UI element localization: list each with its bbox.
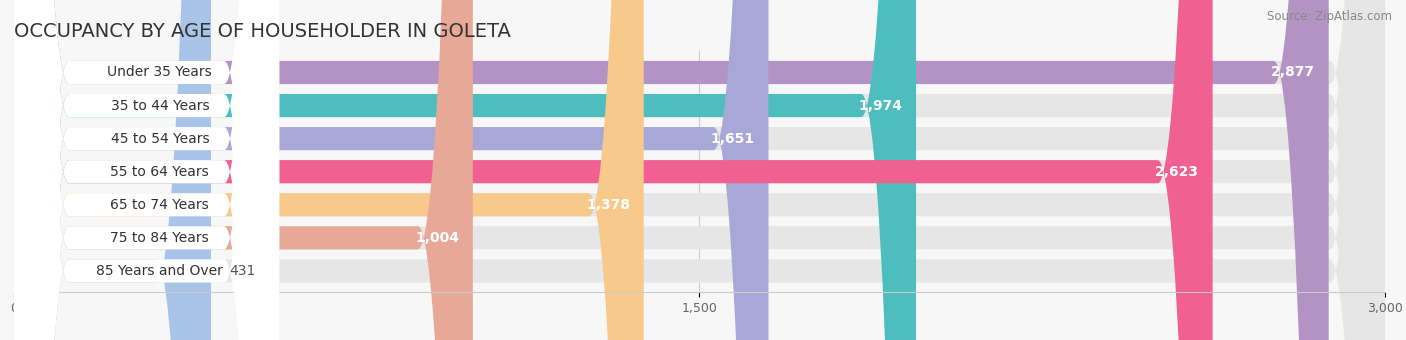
FancyBboxPatch shape: [14, 0, 278, 340]
FancyBboxPatch shape: [14, 0, 1212, 340]
FancyBboxPatch shape: [14, 0, 278, 340]
Text: 65 to 74 Years: 65 to 74 Years: [111, 198, 209, 212]
FancyBboxPatch shape: [14, 0, 1385, 340]
FancyBboxPatch shape: [14, 0, 278, 340]
FancyBboxPatch shape: [14, 0, 1385, 340]
FancyBboxPatch shape: [14, 0, 1385, 340]
Text: 2,877: 2,877: [1271, 66, 1315, 80]
Text: OCCUPANCY BY AGE OF HOUSEHOLDER IN GOLETA: OCCUPANCY BY AGE OF HOUSEHOLDER IN GOLET…: [14, 22, 510, 41]
FancyBboxPatch shape: [14, 0, 278, 340]
Text: 85 Years and Over: 85 Years and Over: [97, 264, 224, 278]
FancyBboxPatch shape: [14, 0, 1329, 340]
FancyBboxPatch shape: [14, 0, 278, 340]
Text: 431: 431: [229, 264, 256, 278]
Text: 55 to 64 Years: 55 to 64 Years: [111, 165, 209, 179]
FancyBboxPatch shape: [14, 0, 278, 340]
FancyBboxPatch shape: [14, 0, 1385, 340]
Text: 75 to 84 Years: 75 to 84 Years: [111, 231, 209, 245]
FancyBboxPatch shape: [14, 0, 1385, 340]
FancyBboxPatch shape: [14, 0, 1385, 340]
FancyBboxPatch shape: [14, 0, 917, 340]
FancyBboxPatch shape: [14, 0, 644, 340]
FancyBboxPatch shape: [14, 0, 211, 340]
Text: 45 to 54 Years: 45 to 54 Years: [111, 132, 209, 146]
FancyBboxPatch shape: [14, 0, 769, 340]
Text: Source: ZipAtlas.com: Source: ZipAtlas.com: [1267, 10, 1392, 23]
Text: 1,974: 1,974: [859, 99, 903, 113]
Text: 35 to 44 Years: 35 to 44 Years: [111, 99, 209, 113]
Text: 1,378: 1,378: [586, 198, 630, 212]
FancyBboxPatch shape: [14, 0, 278, 340]
Text: Under 35 Years: Under 35 Years: [107, 66, 212, 80]
Text: 2,623: 2,623: [1154, 165, 1199, 179]
Text: 1,651: 1,651: [710, 132, 755, 146]
FancyBboxPatch shape: [14, 0, 1385, 340]
FancyBboxPatch shape: [14, 0, 472, 340]
Text: 1,004: 1,004: [415, 231, 460, 245]
